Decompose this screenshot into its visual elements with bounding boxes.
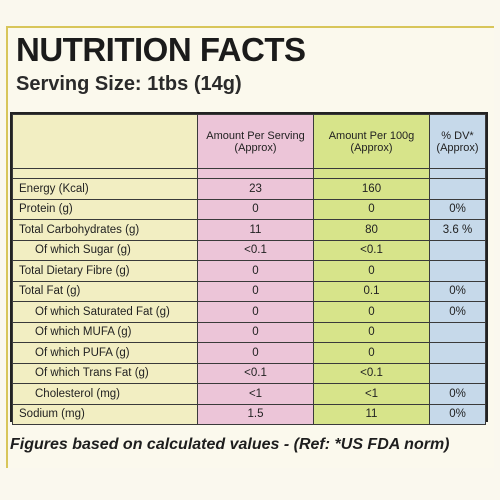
per-100g-value: <0.1 (313, 362, 430, 384)
table-row-energy: Energy (Kcal) 23 160 (12, 178, 486, 200)
dv-value: 0% (429, 403, 486, 425)
spacer-cell (313, 168, 430, 179)
per-serving-value: 0 (197, 321, 314, 343)
table-row-cholesterol: Cholesterol (mg) <1 <1 0% (12, 383, 486, 405)
per-serving-value: 0 (197, 280, 314, 302)
table-row-saturated-fat: Of which Saturated Fat (g) 0 0 0% (12, 301, 486, 323)
header-per-100g-line2: (Approx) (350, 141, 393, 154)
table-header-row: Amount Per Serving (Approx) Amount Per 1… (12, 114, 486, 169)
nutrient-name: Of which PUFA (g) (12, 342, 198, 364)
dv-value (429, 178, 486, 200)
table-row-pufa: Of which PUFA (g) 0 0 (12, 342, 486, 364)
nutrient-name: Sodium (mg) (12, 403, 198, 425)
dv-value (429, 260, 486, 282)
dv-value: 0% (429, 198, 486, 220)
spacer-cell (12, 168, 198, 179)
per-100g-value: 0 (313, 260, 430, 282)
per-100g-value: <0.1 (313, 239, 430, 261)
nutrient-name: Total Fat (g) (12, 280, 198, 302)
per-serving-value: 0 (197, 301, 314, 323)
per-serving-value: <1 (197, 383, 314, 405)
per-serving-value: 0 (197, 198, 314, 220)
header-dv-line2: (Approx) (436, 141, 479, 154)
table-row-carbohydrates: Total Carbohydrates (g) 11 80 3.6 % (12, 219, 486, 241)
per-100g-value: 11 (313, 403, 430, 425)
header-per-serving: Amount Per Serving (Approx) (197, 114, 314, 169)
nutrient-name: Of which Trans Fat (g) (12, 362, 198, 384)
dv-value (429, 321, 486, 343)
nutrient-name: Total Carbohydrates (g) (12, 219, 198, 241)
table-row-trans-fat: Of which Trans Fat (g) <0.1 <0.1 (12, 362, 486, 384)
dv-value (429, 239, 486, 261)
table-row-total-fat: Total Fat (g) 0 0.1 0% (12, 280, 486, 302)
nutrient-name: Total Dietary Fibre (g) (12, 260, 198, 282)
header-per-serving-line1: Amount Per Serving (206, 129, 305, 142)
nutrient-name: Of which Saturated Fat (g) (12, 301, 198, 323)
per-100g-value: 0 (313, 321, 430, 343)
nutrition-table: Amount Per Serving (Approx) Amount Per 1… (12, 114, 486, 425)
per-100g-value: <1 (313, 383, 430, 405)
spacer-row (12, 168, 486, 179)
nutrient-name: Energy (Kcal) (12, 178, 198, 200)
nutrition-title: NUTRITION FACTS (16, 31, 306, 68)
table-row-sugar: Of which Sugar (g) <0.1 <0.1 (12, 239, 486, 261)
header-nutrient (12, 114, 198, 169)
per-100g-value: 0 (313, 301, 430, 323)
dv-value: 0% (429, 383, 486, 405)
per-serving-value: 1.5 (197, 403, 314, 425)
nutrient-name: Of which Sugar (g) (12, 239, 198, 261)
header-dv-line1: % DV* (441, 129, 474, 142)
serving-size: Serving Size: 1tbs (14g) (16, 73, 242, 95)
per-100g-value: 0 (313, 342, 430, 364)
dv-value: 0% (429, 280, 486, 302)
spacer-cell (197, 168, 314, 179)
header-per-serving-line2: (Approx) (234, 141, 277, 154)
table-row-protein: Protein (g) 0 0 0% (12, 198, 486, 220)
per-serving-value: 23 (197, 178, 314, 200)
nutrient-name: Cholesterol (mg) (12, 383, 198, 405)
header-per-100g-line1: Amount Per 100g (328, 129, 415, 142)
dv-value (429, 362, 486, 384)
spacer-cell (429, 168, 486, 179)
nutrient-name: Protein (g) (12, 198, 198, 220)
header-dv: % DV* (Approx) (429, 114, 486, 169)
per-100g-value: 0.1 (313, 280, 430, 302)
per-100g-value: 0 (313, 198, 430, 220)
per-serving-value: 0 (197, 260, 314, 282)
dv-value: 0% (429, 301, 486, 323)
footnote: Figures based on calculated values - (Re… (10, 436, 450, 453)
per-serving-value: 0 (197, 342, 314, 364)
table-row-sodium: Sodium (mg) 1.5 11 0% (12, 403, 486, 425)
dv-value: 3.6 % (429, 219, 486, 241)
nutrient-name: Of which MUFA (g) (12, 321, 198, 343)
per-serving-value: <0.1 (197, 239, 314, 261)
table-row-dietary-fibre: Total Dietary Fibre (g) 0 0 (12, 260, 486, 282)
table-row-mufa: Of which MUFA (g) 0 0 (12, 321, 486, 343)
per-serving-value: <0.1 (197, 362, 314, 384)
header-per-100g: Amount Per 100g (Approx) (313, 114, 430, 169)
per-100g-value: 160 (313, 178, 430, 200)
dv-value (429, 342, 486, 364)
per-100g-value: 80 (313, 219, 430, 241)
nutrition-table-container: Amount Per Serving (Approx) Amount Per 1… (10, 112, 488, 425)
per-serving-value: 11 (197, 219, 314, 241)
